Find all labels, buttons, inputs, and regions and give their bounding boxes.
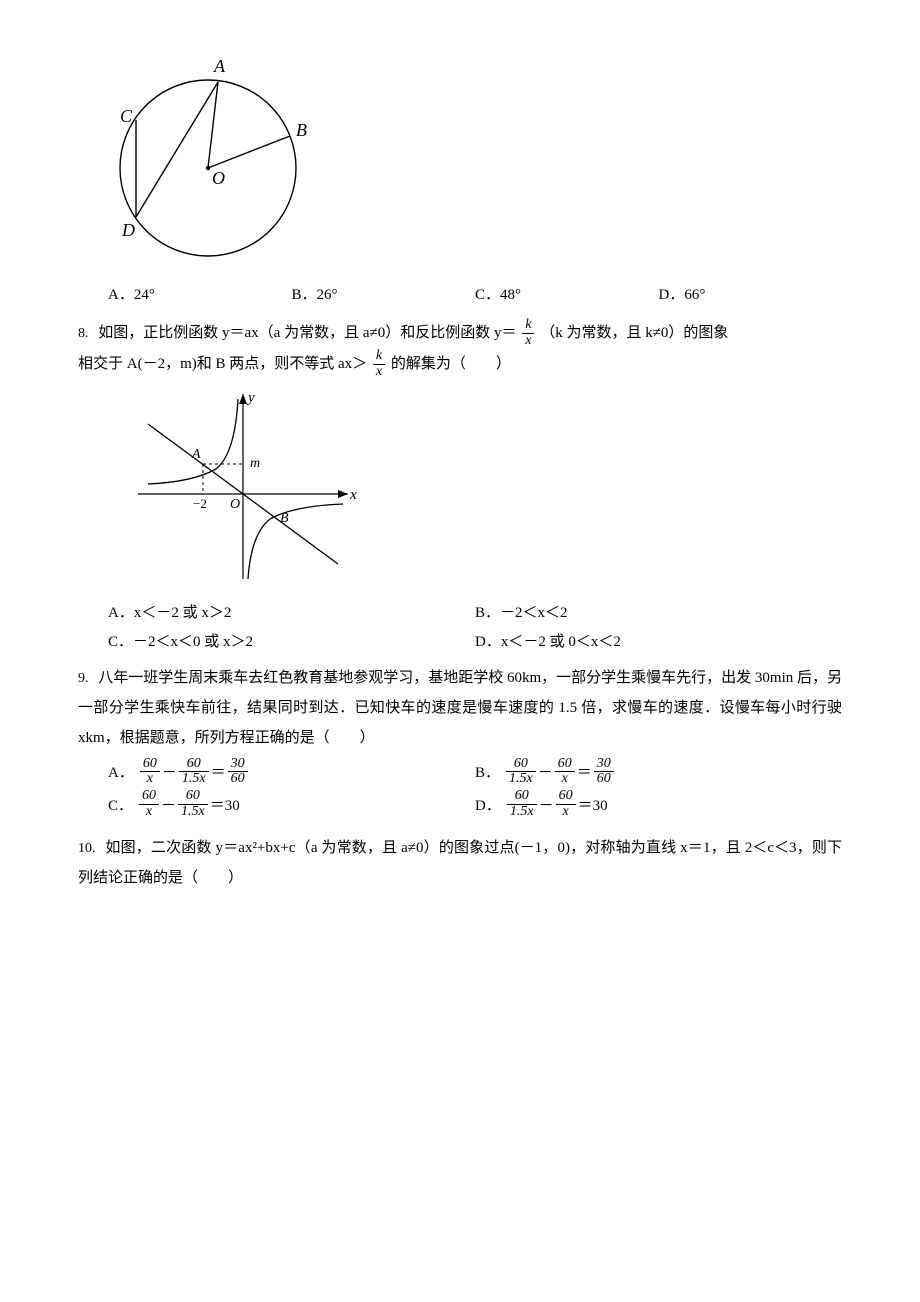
point-A-label: A bbox=[191, 447, 201, 462]
q8-option-B[interactable]: B．－2＜x＜2 bbox=[475, 601, 842, 622]
q7-option-D[interactable]: D．66° bbox=[659, 283, 843, 304]
q8-number: 8. bbox=[78, 326, 89, 341]
q8-frac-1: k x bbox=[522, 318, 534, 348]
label-B: B bbox=[296, 120, 307, 140]
exam-page: A B C D O A．24° B．26° C．48° D．66° 8. 如图，… bbox=[0, 0, 920, 1302]
q9-option-A[interactable]: A． 60x － 601.5x ＝ 3060 bbox=[108, 757, 475, 787]
q8-text-4: 的解集为（ ） bbox=[391, 356, 511, 372]
q10-text: 10. 如图，二次函数 y＝ax²+bx+c（a 为常数，且 a≠0）的图象过点… bbox=[78, 833, 842, 893]
q9-option-B[interactable]: B． 601.5x － 60x ＝ 3060 bbox=[475, 757, 842, 787]
q7-figure: A B C D O bbox=[108, 40, 842, 275]
circle-geometry-diagram: A B C D O bbox=[108, 40, 328, 270]
q8-text-2: （k 为常数，且 k≠0）的图象 bbox=[540, 325, 728, 341]
q8-options: A．x＜－2 或 x＞2 B．－2＜x＜2 C．－2＜x＜0 或 x＞2 D．x… bbox=[108, 597, 842, 655]
q8-text-3: 相交于 A(－2，m)和 B 两点，则不等式 ax＞ bbox=[78, 356, 367, 372]
q9-number: 9. bbox=[78, 671, 89, 686]
q7-option-A[interactable]: A．24° bbox=[108, 283, 292, 304]
q7-option-B[interactable]: B．26° bbox=[292, 283, 476, 304]
q7-options: A．24° B．26° C．48° D．66° bbox=[108, 283, 842, 304]
label-C: C bbox=[120, 106, 133, 126]
q9-row-2: C． 60x － 601.5x ＝30 D． 601.5x － 60x ＝30 bbox=[108, 789, 842, 819]
q9-option-D[interactable]: D． 601.5x － 60x ＝30 bbox=[475, 789, 842, 819]
q10-body: 如图，二次函数 y＝ax²+bx+c（a 为常数，且 a≠0）的图象过点(－1，… bbox=[78, 840, 842, 886]
q8-text: 8. 如图，正比例函数 y＝ax（a 为常数，且 a≠0）和反比例函数 y＝ k… bbox=[78, 318, 842, 380]
q9-body: 八年一班学生周末乘车去红色教育基地参观学习，基地距学校 60km，一部分学生乘慢… bbox=[78, 670, 842, 746]
origin-label: O bbox=[230, 497, 240, 512]
label-D: D bbox=[121, 220, 135, 240]
q8-option-A[interactable]: A．x＜－2 或 x＞2 bbox=[108, 601, 475, 622]
label-A: A bbox=[213, 56, 226, 76]
q8-frac-2: k x bbox=[373, 349, 385, 379]
neg2-label: −2 bbox=[193, 496, 207, 511]
q8-option-C[interactable]: C．－2＜x＜0 或 x＞2 bbox=[108, 630, 475, 651]
point-m-label: m bbox=[250, 456, 260, 471]
q10-number: 10. bbox=[78, 841, 96, 856]
q7-option-C[interactable]: C．48° bbox=[475, 283, 659, 304]
q9-option-C[interactable]: C． 60x － 601.5x ＝30 bbox=[108, 789, 475, 819]
q8-option-D[interactable]: D．x＜－2 或 0＜x＜2 bbox=[475, 630, 842, 651]
point-B-label: B bbox=[280, 511, 289, 526]
axis-y-label: y bbox=[246, 390, 255, 406]
axis-x-label: x bbox=[349, 487, 357, 503]
line-hyperbola-diagram: y x O A B m −2 bbox=[138, 384, 368, 584]
q9-row-1: A． 60x － 601.5x ＝ 3060 B． 601.5x － 60x ＝… bbox=[108, 757, 842, 787]
q8-text-1: 如图，正比例函数 y＝ax（a 为常数，且 a≠0）和反比例函数 y＝ bbox=[98, 325, 516, 341]
label-O: O bbox=[212, 168, 225, 188]
q8-figure: y x O A B m −2 bbox=[138, 384, 842, 589]
q9-text: 9. 八年一班学生周末乘车去红色教育基地参观学习，基地距学校 60km，一部分学… bbox=[78, 663, 842, 753]
